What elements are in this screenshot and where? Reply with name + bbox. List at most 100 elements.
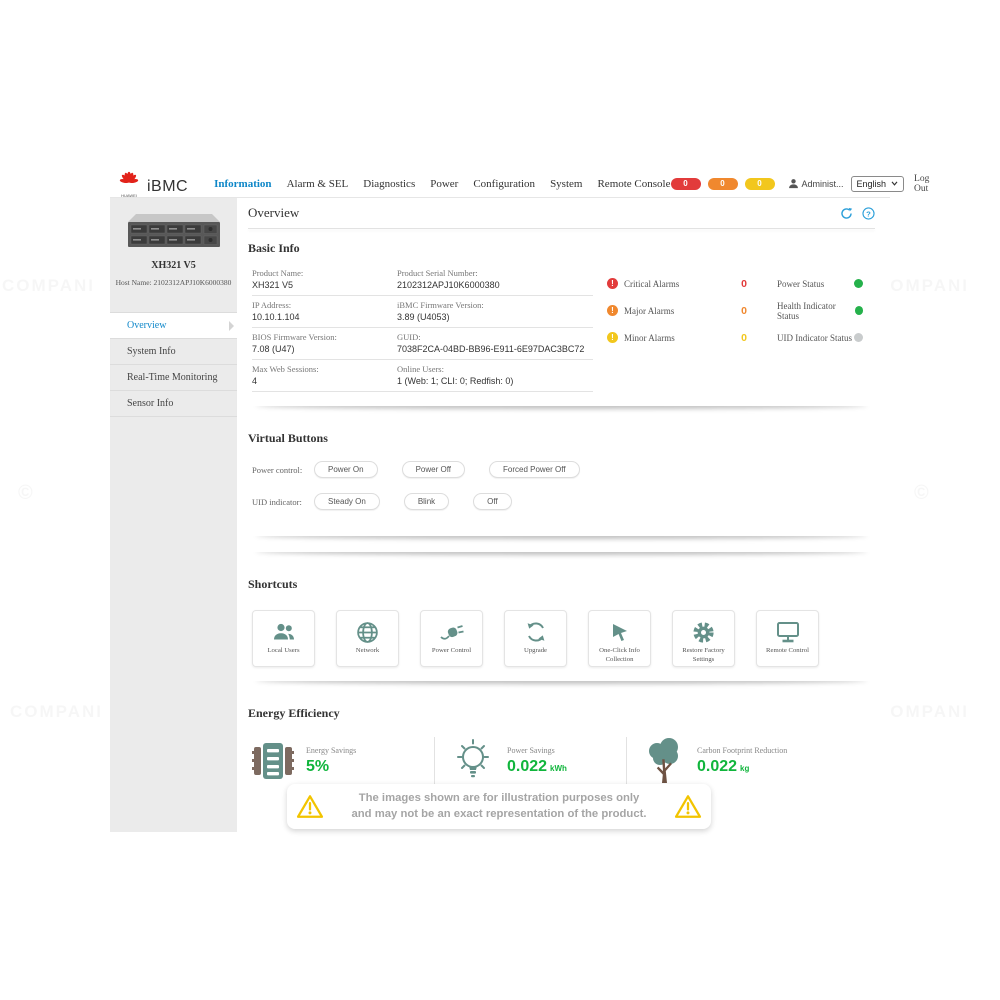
section-divider — [248, 406, 875, 419]
watermark-symbol: © — [914, 482, 929, 504]
refresh-icon[interactable] — [840, 207, 853, 220]
basic-info-section: Basic Info Product Name: XH321 V5 Product… — [248, 229, 875, 406]
power-savings-block: Power Savings 0.022 kWh — [434, 737, 626, 785]
minor-alarm-badge[interactable]: 0 — [744, 177, 775, 190]
section-title: Virtual Buttons — [248, 431, 328, 445]
field-value: 10.10.1.104 — [252, 312, 300, 322]
major-alarms-row[interactable]: Major Alarms 0 — [607, 297, 751, 324]
section-title: Energy Efficiency — [248, 706, 340, 720]
field-label: IP Address: — [252, 300, 292, 310]
energy-savings-block: Energy Savings 5% — [252, 737, 434, 785]
field-label: Max Web Sessions: — [252, 364, 319, 374]
huawei-flower-icon — [119, 171, 139, 184]
carbon-footprint-block: Carbon Footprint Reduction 0.022 kg — [626, 737, 875, 785]
globe-icon — [355, 618, 380, 646]
nav-item-information[interactable]: Information — [214, 177, 272, 190]
sidebar-item-label: System Info — [127, 346, 176, 357]
disclaimer-line1: The images shown are for illustration pu… — [358, 791, 640, 804]
disclaimer-line2: and may not be an exact representation o… — [351, 807, 647, 820]
shortcut-label: Remote Control — [766, 647, 809, 654]
uid-steady-on-button[interactable]: Steady On — [314, 493, 380, 510]
current-user[interactable]: Administ... — [788, 178, 844, 189]
power-on-button[interactable]: Power On — [314, 461, 378, 478]
shortcut-remote-control[interactable]: Remote Control — [756, 610, 819, 667]
energy-metric-value: 5% — [306, 758, 330, 775]
sidebar-item-system-info[interactable]: System Info — [110, 339, 237, 365]
field-value: 3.89 (U4053) — [397, 312, 450, 322]
virtual-buttons-section: Virtual Buttons Power control: Power On … — [248, 419, 875, 536]
field-label: Product Serial Number: — [397, 268, 478, 278]
energy-metric-unit: kWh — [550, 764, 567, 773]
uid-blink-button[interactable]: Blink — [403, 493, 450, 510]
field-row: Max Web Sessions: 4 Online Users: 1 (Web: … — [252, 360, 593, 392]
section-title: Shortcuts — [248, 577, 298, 591]
sidebar-item-label: Real-Time Monitoring — [127, 372, 218, 383]
user-icon — [788, 179, 798, 189]
alarm-summary: Critical Alarms 0 Major Alarms 0 Minor A… — [593, 264, 751, 392]
shortcut-upgrade[interactable]: Upgrade — [504, 610, 567, 667]
host-name: Host Name: 2102312APJ10K6000380 — [115, 278, 232, 287]
huawei-logo: HUAWEI iBMC — [118, 169, 188, 198]
energy-metric-label: Power Savings — [507, 746, 555, 755]
nav-item-remote-console[interactable]: Remote Console — [597, 177, 671, 190]
energy-metric-label: Carbon Footprint Reduction — [697, 746, 788, 755]
shortcut-local-users[interactable]: Local Users — [252, 610, 315, 667]
nav-item-diagnostics[interactable]: Diagnostics — [363, 177, 416, 190]
tree-icon — [649, 738, 678, 783]
critical-alarms-row[interactable]: Critical Alarms 0 — [607, 270, 751, 297]
major-alarm-badge[interactable]: 0 — [707, 177, 738, 190]
health-status-dot — [854, 306, 863, 315]
sidebar-item-overview[interactable]: Overview — [110, 313, 237, 339]
alarm-label: Critical Alarms — [624, 278, 680, 289]
bulb-icon — [457, 739, 489, 778]
field-row: IP Address: 10.10.1.104 iBMC Firmware Ver… — [252, 296, 593, 328]
app-brand: iBMC — [147, 178, 189, 195]
field-label: Online Users: — [397, 364, 444, 374]
nav-item-system[interactable]: System — [550, 177, 583, 190]
minor-alarms-row[interactable]: Minor Alarms 0 — [607, 324, 751, 351]
plug-icon — [439, 618, 465, 646]
nav-item-configuration[interactable]: Configuration — [473, 177, 536, 190]
field-row: Product Name: XH321 V5 Product Serial Num… — [252, 264, 593, 296]
page-title: Overview — [248, 205, 300, 220]
watermark-symbol: © — [18, 482, 33, 504]
huawei-wordmark: HUAWEI — [121, 193, 137, 198]
field-label: BIOS Firmware Version: — [252, 332, 337, 342]
ibmc-app: HUAWEI iBMC Information Alarm & SEL Diag… — [110, 169, 929, 832]
shortcut-restore-factory-settings[interactable]: Restore Factory Settings — [672, 610, 735, 667]
sidebar-menu: Overview System Info Real-Time Monitorin… — [110, 312, 237, 417]
critical-alarm-badge[interactable]: 0 — [670, 177, 701, 190]
field-value: XH321 V5 — [252, 280, 294, 290]
nav-item-alarm-sel[interactable]: Alarm & SEL — [286, 177, 349, 190]
uid-off-button[interactable]: Off — [473, 493, 512, 510]
alarm-label: Minor Alarms — [624, 332, 675, 343]
shortcut-label: Network — [355, 647, 380, 654]
svg-text:?: ? — [866, 209, 871, 218]
shortcut-label: Local Users — [267, 647, 300, 654]
energy-metric-unit: kg — [740, 764, 750, 773]
alarm-label: Major Alarms — [624, 305, 675, 316]
field-value: 7038F2CA-04BD-BB96-E911-6E97DAC3BC72 — [397, 344, 585, 354]
alarm-count: 0 — [741, 304, 747, 317]
help-icon[interactable]: ? — [862, 206, 875, 220]
logout-button[interactable]: Log Out — [914, 173, 930, 194]
sidebar-item-sensor-info[interactable]: Sensor Info — [110, 391, 237, 417]
cursor-icon — [609, 618, 631, 646]
alarm-count: 0 — [741, 277, 747, 290]
sidebar-item-real-time-monitoring[interactable]: Real-Time Monitoring — [110, 365, 237, 391]
server-model: XH321 V5 — [151, 260, 196, 271]
energy-metric-value: 0.022 — [507, 758, 548, 775]
forced-power-off-button[interactable]: Forced Power Off — [489, 461, 580, 478]
uid-status-dot — [854, 333, 863, 342]
language-select[interactable]: English — [850, 175, 905, 192]
shortcut-one-click-info-collection[interactable]: One-Click Info Collection — [588, 610, 651, 667]
nav-item-power[interactable]: Power — [430, 177, 459, 190]
uid-indicator-label: UID indicator: — [252, 496, 302, 507]
shortcut-power-control[interactable]: Power Control — [420, 610, 483, 667]
watermark-text: COMPANI — [2, 276, 96, 295]
power-off-button[interactable]: Power Off — [401, 461, 465, 478]
field-label: GUID: — [397, 332, 421, 342]
shortcut-network[interactable]: Network — [336, 610, 399, 667]
field-row: BIOS Firmware Version: 7.08 (U47) GUID: 70… — [252, 328, 593, 360]
section-divider — [248, 681, 875, 694]
